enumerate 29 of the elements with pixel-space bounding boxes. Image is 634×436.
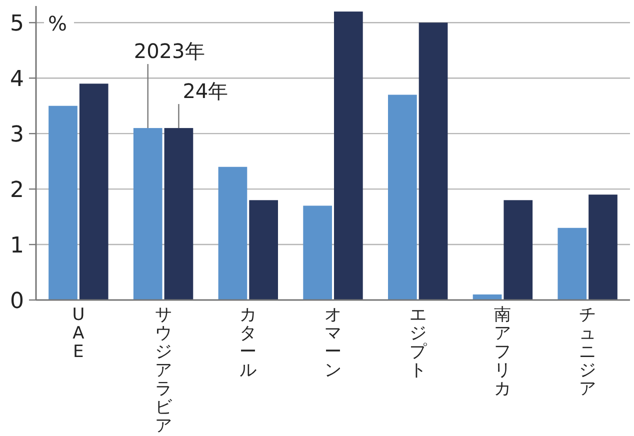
- bar: [588, 194, 618, 300]
- bar: [558, 228, 587, 300]
- series-label: 24年: [182, 79, 228, 104]
- bar: [249, 200, 278, 300]
- bar: [504, 200, 533, 300]
- x-tick-label: 南アフリカ: [494, 305, 512, 399]
- bar: [164, 128, 194, 300]
- bar: [133, 128, 162, 300]
- bar: [418, 22, 448, 300]
- x-tick-label: オマーン: [324, 305, 342, 380]
- x-tick-label: UAE: [72, 305, 85, 362]
- y-tick-label: 5: [10, 12, 24, 37]
- x-tick-label: チュニジア: [579, 305, 596, 399]
- y-tick-label: 0: [10, 289, 24, 314]
- bar: [79, 84, 108, 300]
- bar: [388, 94, 417, 300]
- y-tick-label: 1: [10, 234, 24, 259]
- x-tick-label: カタール: [240, 305, 257, 380]
- bar: [48, 106, 78, 300]
- bar: [218, 166, 248, 300]
- bar: [303, 206, 332, 300]
- y-axis-title: %: [48, 12, 68, 36]
- x-tick-label: エジプト: [409, 305, 428, 380]
- y-tick-label: 2: [10, 178, 24, 204]
- x-tick-label: サウジアラビア: [154, 305, 173, 436]
- text: 2023年: [134, 39, 205, 64]
- y-tick-label: 4: [10, 67, 24, 92]
- y-tick-label: 3: [10, 122, 24, 148]
- bar: [334, 12, 363, 300]
